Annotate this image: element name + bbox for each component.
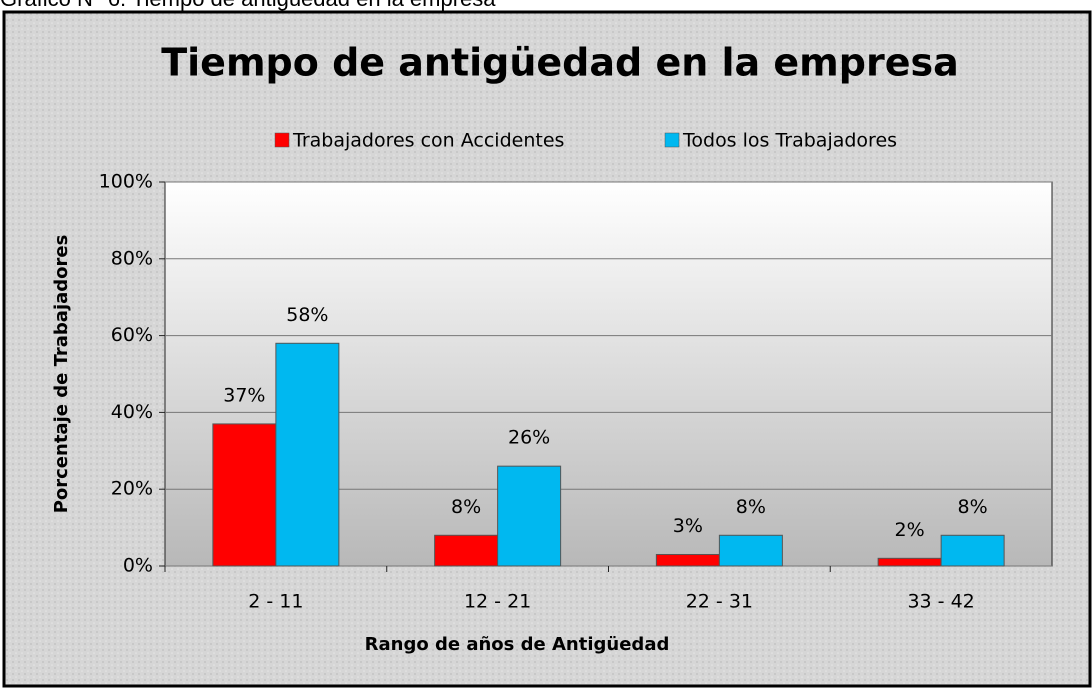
data-label: 37% [223,384,265,406]
chart-title: Tiempo de antigüedad en la empresa [161,41,959,85]
data-label: 8% [958,496,988,518]
bar [940,534,1005,567]
data-label: 26% [508,427,550,449]
legend-label: Trabajadores con Accidentes [292,130,564,152]
bar [877,557,942,567]
y-tick-label: 80% [111,247,153,269]
x-tick-label: 12 - 21 [464,591,531,613]
y-tick-label: 100% [99,171,153,193]
legend-swatch [664,132,680,148]
x-axis-label: Rango de años de Antigüedad [365,634,670,655]
data-label: 8% [451,496,481,518]
y-axis-label: Porcentaje de Trabajadores [51,235,72,514]
data-label: 2% [895,519,925,541]
data-label: 58% [286,304,328,326]
x-tick-label: 2 - 11 [248,591,303,613]
bar [212,423,277,567]
caption: Gráfico N° 6: Tiempo de antigüedad en la… [0,0,496,11]
x-tick-label: 33 - 42 [907,591,974,613]
y-tick-label: 20% [111,478,153,500]
bar [434,534,499,567]
bar [718,534,783,567]
data-label: 3% [673,515,703,537]
legend-label: Todos los Trabajadores [682,130,897,152]
y-tick-label: 60% [111,324,153,346]
y-tick-label: 0% [123,555,153,577]
bar [497,465,562,567]
bar [275,342,340,567]
y-tick-label: 40% [111,401,153,423]
bar [655,553,720,567]
data-label: 8% [736,496,766,518]
x-tick-label: 22 - 31 [686,591,753,613]
legend-swatch [274,132,290,148]
